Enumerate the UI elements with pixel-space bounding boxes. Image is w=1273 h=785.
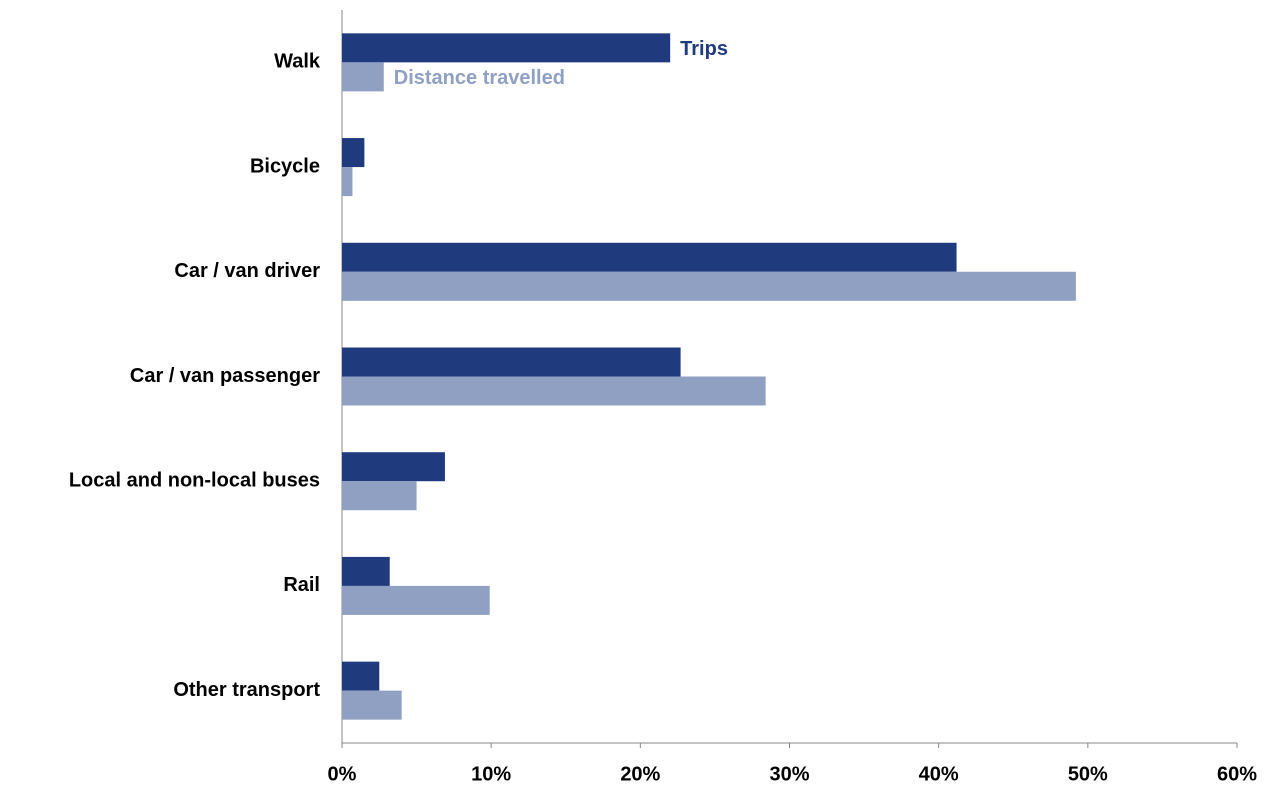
y-tick-label: Rail: [283, 574, 320, 596]
bar: [342, 481, 417, 511]
bar: [342, 585, 490, 615]
bar: [342, 452, 445, 482]
bar: [342, 167, 353, 197]
bar: [342, 556, 390, 586]
bar: [342, 33, 671, 63]
legend-label: Trips: [680, 38, 728, 60]
bar: [342, 347, 681, 377]
bar: [342, 271, 1076, 301]
x-tick-label: 60%: [1217, 763, 1257, 785]
y-tick-label: Car / van passenger: [130, 365, 320, 387]
legend-label: Distance travelled: [394, 67, 565, 89]
x-tick-label: 40%: [919, 763, 959, 785]
y-tick-label: Walk: [274, 51, 321, 73]
y-tick-label: Local and non-local buses: [69, 469, 320, 491]
x-tick-label: 10%: [471, 763, 511, 785]
bar: [342, 138, 365, 168]
y-tick-label: Car / van driver: [174, 260, 320, 282]
x-tick-label: 50%: [1068, 763, 1108, 785]
x-tick-label: 0%: [328, 763, 357, 785]
bar: [342, 690, 402, 720]
bar: [342, 661, 380, 691]
x-tick-label: 20%: [620, 763, 660, 785]
x-tick-label: 30%: [769, 763, 809, 785]
y-tick-label: Bicycle: [250, 155, 320, 177]
bar: [342, 62, 384, 92]
y-tick-label: Other transport: [173, 679, 320, 701]
bar: [342, 242, 957, 272]
bar: [342, 376, 766, 406]
